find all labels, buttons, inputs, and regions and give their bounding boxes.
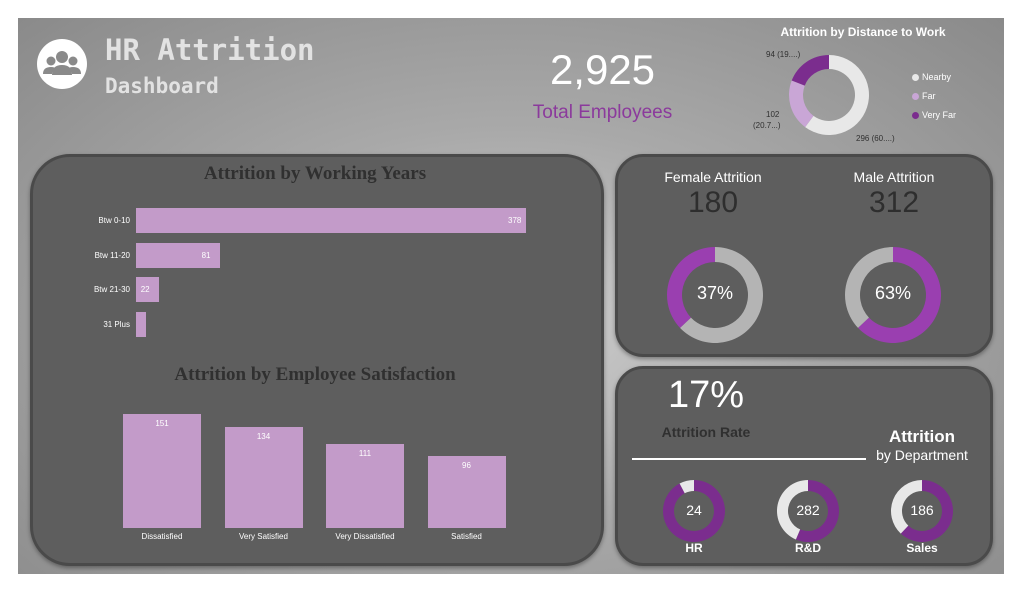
male-attrition-pct: 63%: [874, 283, 912, 303]
dept-donut-segment[interactable]: [777, 480, 808, 540]
satisfaction-data-label: 96: [462, 460, 471, 470]
legend-nearby: Nearby: [912, 68, 956, 87]
dept-donut-segment[interactable]: [679, 480, 694, 494]
male-attrition-label: Male Attrition: [853, 169, 935, 185]
dept-rnd-value: 282: [796, 502, 820, 518]
working-years-category-label: Btw 21-30: [93, 285, 130, 294]
attrition-rate-value: 17%: [667, 374, 745, 416]
logo-badge: [37, 39, 87, 89]
dept-donut-segment[interactable]: [900, 480, 953, 542]
distance-donut-segment[interactable]: [789, 80, 814, 128]
attrition-rate-label: Attrition Rate: [661, 424, 751, 440]
female-donut: [667, 247, 763, 343]
distance-chart-title: Attrition by Distance to Work: [780, 25, 946, 39]
dept-sales-label: Sales: [906, 541, 938, 555]
working-years-chart: Btw 0-10 378 Btw 11-20 81 Btw 21-30 22 31 Plus: [18, 18, 618, 348]
satisfaction-chart: 151 Dissatisfied 134 Very Satisfied 111 Very …: [18, 18, 618, 558]
working-years-title: Attrition by Working Years: [203, 163, 427, 184]
working-years-data-label: 378: [508, 216, 522, 225]
satisfaction-bar[interactable]: [224, 426, 303, 528]
satisfaction-bar[interactable]: [123, 414, 201, 528]
distance-label-far-line1: 102: [766, 110, 780, 119]
distance-donut-segment[interactable]: [791, 55, 829, 86]
male-donut: [845, 247, 941, 343]
satisfaction-category-label: Dissatisfied: [141, 532, 183, 541]
working-years-data-label: 22: [140, 285, 150, 294]
dept-sales-value: 186: [910, 502, 934, 518]
dept-hr-value: 24: [686, 502, 702, 518]
dept-hr-label: HR: [685, 541, 703, 555]
distance-label-nearby: 296 (60....): [856, 134, 895, 143]
satisfaction-data-label: 111: [358, 449, 372, 459]
page-title: HR Attrition: [105, 33, 315, 67]
female-attrition-value: 180: [687, 186, 739, 219]
male-donut-segment[interactable]: [858, 247, 941, 343]
satisfaction-category-label: Very Dissatisfied: [335, 532, 395, 541]
satisfaction-data-label: 151: [155, 419, 169, 428]
female-donut-segment[interactable]: [667, 247, 715, 328]
department-subtitle: by Department: [876, 447, 968, 463]
department-title: Attrition: [888, 427, 956, 446]
working-years-data-label: 81: [201, 250, 211, 260]
distance-donut-segment[interactable]: [805, 55, 869, 135]
total-employees-value: 2,925: [549, 46, 656, 93]
female-donut-segment[interactable]: [680, 247, 763, 343]
distance-label-veryfar: 94 (19....): [766, 50, 801, 59]
male-donut-segment[interactable]: [845, 247, 893, 328]
working-years-bar[interactable]: [136, 208, 526, 233]
legend-very-far: Very Far: [912, 106, 956, 125]
working-years-bar[interactable]: [136, 242, 220, 268]
dept-sales-donut: [891, 480, 953, 542]
legend-far: Far: [912, 87, 956, 106]
divider-line: [632, 458, 866, 460]
dept-rnd-label: R&D: [795, 541, 821, 555]
satisfaction-category-label: Very Satisfied: [239, 532, 288, 541]
people-group-icon: [43, 51, 81, 75]
distance-donut: [789, 55, 869, 135]
total-employees-label: Total Employees: [532, 102, 673, 123]
dashboard-canvas: HR Attrition Dashboard 2,925 Total Emplo…: [18, 18, 1004, 574]
distance-label-far-line2: (20.7...): [753, 121, 781, 130]
satisfaction-title: Attrition by Employee Satisfaction: [174, 364, 456, 385]
dept-donut-segment[interactable]: [891, 480, 922, 534]
satisfaction-bar[interactable]: [326, 444, 404, 528]
dept-rnd-donut: [777, 480, 839, 542]
satisfaction-data-label: 134: [256, 431, 271, 441]
working-years-category-label: 31 Plus: [103, 319, 130, 329]
female-attrition-label: Female Attrition: [664, 169, 762, 185]
working-years-category-label: Btw 0-10: [98, 216, 130, 225]
distance-legend: Nearby Far Very Far: [912, 68, 956, 125]
satisfaction-category-label: Satisfied: [451, 532, 482, 541]
working-years-bar[interactable]: [136, 277, 159, 302]
dept-hr-donut: [663, 480, 725, 542]
satisfaction-bar[interactable]: [427, 455, 506, 528]
working-years-bar[interactable]: [136, 311, 147, 337]
male-attrition-value: 312: [868, 186, 920, 219]
working-years-category-label: Btw 11-20: [94, 250, 130, 260]
female-attrition-pct: 37%: [696, 283, 734, 303]
dept-donut-segment[interactable]: [795, 480, 839, 542]
page-subtitle: Dashboard: [105, 74, 219, 98]
dept-donut-segment[interactable]: [663, 480, 725, 542]
